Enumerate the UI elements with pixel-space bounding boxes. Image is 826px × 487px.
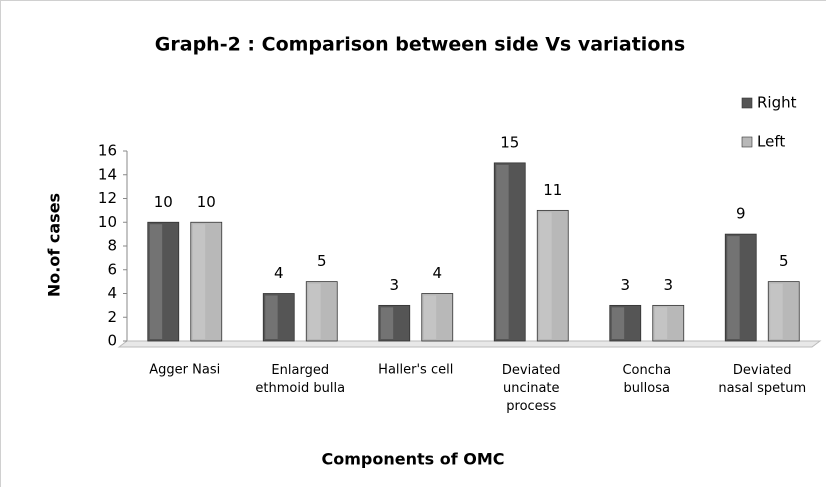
- value-label: 4: [274, 264, 284, 282]
- x-axis-label: Components of OMC: [321, 450, 504, 469]
- x-tick-label: Deviated uncinate process: [502, 363, 561, 414]
- x-tick-label: Enlarged ethmoid bulla: [255, 363, 345, 396]
- chart-title: Graph-2 : Comparison between side Vs var…: [155, 34, 685, 56]
- bar: [378, 304, 411, 342]
- bar-shade: [611, 307, 625, 339]
- y-tick-label: 2: [107, 308, 117, 326]
- bar: [493, 162, 526, 342]
- bar: [190, 221, 223, 342]
- x-tick-label: Concha bullosa: [622, 363, 671, 396]
- bar-shade: [770, 283, 783, 339]
- value-label: 4: [432, 264, 442, 282]
- y-tick-label: 6: [107, 260, 117, 278]
- bar: [767, 281, 800, 342]
- x-tick-label: Haller's cell: [378, 363, 453, 378]
- value-label: 3: [389, 276, 399, 294]
- bar: [147, 221, 180, 342]
- bar-shade: [308, 283, 321, 339]
- bar: [305, 281, 338, 342]
- y-tick-label: 12: [98, 189, 117, 207]
- value-label: 11: [543, 181, 562, 199]
- bar-shade: [380, 307, 394, 339]
- value-label: 15: [500, 133, 519, 151]
- bar-shade: [423, 295, 437, 339]
- bar-shade: [192, 224, 206, 339]
- bar-shade: [149, 224, 163, 339]
- y-tick-label: 4: [107, 284, 117, 302]
- bar-shade: [496, 164, 509, 339]
- bar: [652, 304, 685, 342]
- bar-shade: [539, 212, 552, 339]
- y-axis-label: No.of cases: [45, 193, 64, 297]
- legend-swatch: [741, 136, 753, 148]
- value-label: 3: [620, 276, 630, 294]
- value-label: 5: [317, 252, 327, 270]
- bar-shade: [654, 307, 668, 339]
- legend-label: Left: [757, 133, 785, 151]
- bar: [536, 209, 569, 342]
- bar: [262, 293, 295, 342]
- bar: [724, 233, 757, 342]
- x-tick-label: Deviated nasal spetum: [718, 363, 806, 396]
- value-label: 10: [197, 193, 216, 211]
- value-label: 3: [663, 276, 673, 294]
- floor: [117, 340, 822, 348]
- legend-label: Right: [757, 94, 797, 112]
- y-tick-label: 8: [107, 237, 117, 255]
- y-tick-label: 10: [98, 213, 117, 231]
- bar: [421, 293, 454, 342]
- bar-shade: [265, 295, 278, 339]
- value-label: 5: [779, 252, 789, 270]
- value-label: 9: [736, 205, 746, 223]
- x-tick-label: Agger Nasi: [149, 363, 220, 378]
- bar-shade: [727, 236, 740, 339]
- y-tick-label: 0: [107, 332, 117, 350]
- legend-swatch: [741, 97, 753, 109]
- y-tick-label: 14: [98, 165, 117, 183]
- value-label: 10: [154, 193, 173, 211]
- bar: [609, 304, 642, 342]
- y-tick-label: 16: [98, 142, 117, 160]
